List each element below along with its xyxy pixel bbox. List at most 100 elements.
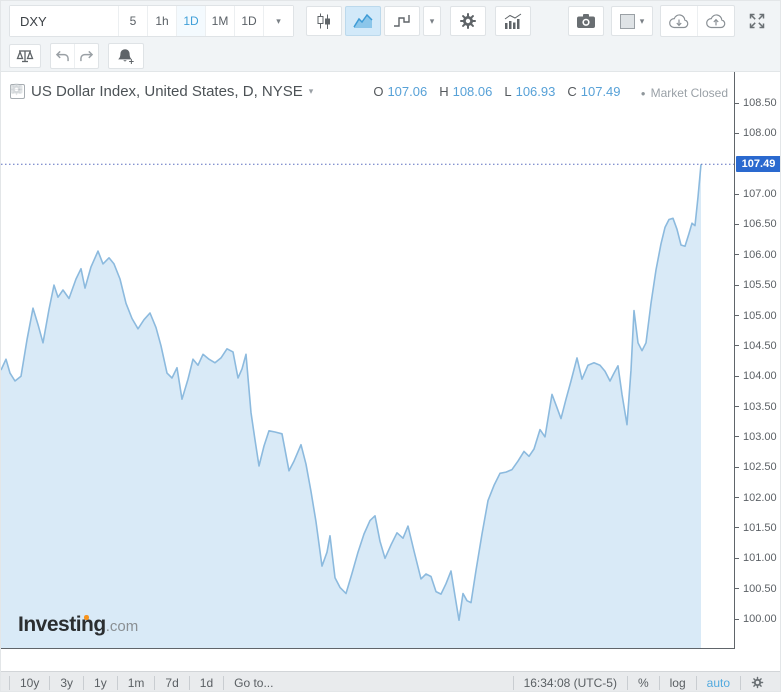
- redo-button[interactable]: [75, 44, 98, 68]
- settings-button[interactable]: [450, 6, 486, 36]
- scales-icon: [16, 50, 34, 63]
- add-alert-button[interactable]: +: [108, 43, 144, 69]
- price-tick-label: 100.00: [743, 613, 777, 625]
- auto-scale-button[interactable]: auto: [695, 675, 740, 690]
- chart-title: US Dollar Index, United States, D, NYSE: [31, 83, 303, 100]
- background-style-button[interactable]: ▾: [611, 6, 653, 36]
- last-price-tag: 107.49: [736, 156, 780, 173]
- tick-mark: [735, 466, 739, 468]
- step-line-chart-button[interactable]: [384, 6, 420, 36]
- area-chart-button-selected[interactable]: [345, 6, 381, 36]
- watermark-brand: Investing: [18, 613, 106, 636]
- price-tick-label: 108.50: [743, 97, 777, 109]
- watermark-suffix: .com: [105, 618, 139, 635]
- price-tick-label: 104.00: [743, 370, 777, 383]
- symbol-interval-group: 5 1h 1D 1M 1D ▾: [9, 5, 294, 37]
- price-tick-label: 106.50: [743, 218, 777, 231]
- log-scale-button[interactable]: log: [658, 675, 696, 690]
- cloud-load-button[interactable]: [661, 6, 698, 36]
- undo-button[interactable]: [51, 44, 75, 68]
- title-chevron-down-icon[interactable]: ▾: [308, 86, 314, 96]
- cloud-save-button[interactable]: [698, 6, 734, 36]
- ohlc-high-value: 108.06: [452, 84, 493, 99]
- price-tick-103.50: 103.50: [735, 401, 777, 413]
- gear-icon: [460, 13, 476, 29]
- interval-button-1d2[interactable]: 1D: [235, 6, 264, 36]
- chart-type-dropdown-button[interactable]: ▾: [423, 6, 441, 36]
- cloud-upload-icon: [706, 14, 726, 29]
- price-tick-label: 101.50: [743, 521, 777, 534]
- price-tick-102.00: 102.00: [735, 492, 777, 504]
- price-tick-102.50: 102.50: [735, 461, 777, 473]
- tick-mark: [735, 132, 739, 134]
- tick-mark: [735, 223, 739, 225]
- price-tick-label: 107.00: [743, 188, 777, 201]
- tick-mark: [735, 618, 739, 620]
- price-tick-108.50: 108.50: [735, 97, 777, 109]
- range-button-3y[interactable]: 3y: [49, 675, 83, 690]
- chevron-down-icon: ▾: [429, 15, 435, 26]
- snapshot-button[interactable]: [568, 6, 604, 36]
- tick-mark: [735, 315, 739, 316]
- range-button-7d[interactable]: 7d: [154, 675, 188, 690]
- range-button-1y[interactable]: 1y: [83, 675, 117, 690]
- price-tick-103.00: 103.00: [735, 431, 777, 443]
- tick-mark: [735, 497, 739, 499]
- interval-button-1h[interactable]: 1h: [148, 6, 177, 36]
- price-tick-label: 102.00: [743, 491, 777, 504]
- chart-area[interactable]: − US Dollar Index, United States, D, NYS…: [1, 72, 735, 649]
- price-tick-label: 104.50: [743, 339, 777, 352]
- interval-button-1d-active[interactable]: 1D: [177, 6, 206, 36]
- price-axis[interactable]: 107.49 108.50 108.00 107.00 106.50 106.00 105…: [735, 72, 780, 649]
- ohlc-close-label: C: [567, 84, 577, 99]
- tick-mark: [735, 557, 739, 559]
- brand-orange-dot: [84, 615, 89, 620]
- ohlc-high-label: H: [439, 84, 449, 99]
- tick-mark: [735, 527, 739, 529]
- tick-mark: [735, 436, 739, 438]
- price-area: [1, 164, 701, 648]
- header-settings-icon[interactable]: [10, 83, 353, 99]
- price-tick-101.00: 101.00: [735, 552, 777, 564]
- undo-arrow-icon: [55, 50, 69, 61]
- price-tick-label: 105.00: [743, 309, 777, 322]
- range-button-10y[interactable]: 10y: [9, 675, 49, 690]
- price-tick-label: 103.50: [743, 400, 777, 413]
- redo-arrow-icon: [80, 50, 94, 61]
- ohlc-open-label: O: [373, 84, 384, 99]
- price-tick-label: 106.00: [743, 248, 777, 261]
- goto-button[interactable]: Go to...: [223, 675, 283, 690]
- cloud-download-icon: [669, 14, 689, 29]
- market-status-badge: ● Market Closed: [641, 86, 728, 100]
- interval-button-1m[interactable]: 1M: [206, 6, 235, 36]
- price-tick-label: 102.50: [743, 461, 777, 474]
- main-toolbar: 5 1h 1D 1M 1D ▾: [1, 1, 780, 41]
- axis-settings-button[interactable]: [740, 675, 774, 690]
- tick-mark: [735, 193, 739, 195]
- header-snapshot-icon[interactable]: [10, 83, 333, 99]
- symbol-input[interactable]: [10, 6, 119, 36]
- svg-text:+: +: [129, 57, 134, 66]
- price-tick-label: 108.00: [743, 127, 777, 140]
- watermark: Investing .com: [18, 613, 138, 637]
- indicators-icon: [504, 13, 522, 29]
- price-tick-100.00: 100.00: [735, 613, 777, 625]
- range-button-1d[interactable]: 1d: [188, 675, 223, 690]
- tick-mark: [735, 345, 739, 347]
- interval-button-5m[interactable]: 5: [119, 6, 148, 36]
- fullscreen-button[interactable]: [742, 6, 772, 36]
- candlestick-chart-button[interactable]: [306, 6, 342, 36]
- range-button-1m[interactable]: 1m: [116, 675, 155, 690]
- tick-mark: [735, 406, 739, 407]
- ohlc-close-value: 107.49: [580, 84, 621, 99]
- clock-display[interactable]: 16:34:08 (UTC-5): [512, 675, 627, 690]
- chevron-down-icon: ▾: [639, 15, 645, 26]
- interval-dropdown-button[interactable]: ▾: [264, 6, 293, 36]
- undo-redo-group: [50, 43, 99, 69]
- percent-scale-button[interactable]: %: [626, 675, 659, 690]
- price-tick-106.00: 106.00: [735, 249, 777, 261]
- price-tick-104.50: 104.50: [735, 340, 777, 352]
- compare-button[interactable]: [9, 44, 41, 68]
- indicators-button[interactable]: [495, 6, 531, 36]
- price-tick-108.00: 108.00: [735, 127, 777, 139]
